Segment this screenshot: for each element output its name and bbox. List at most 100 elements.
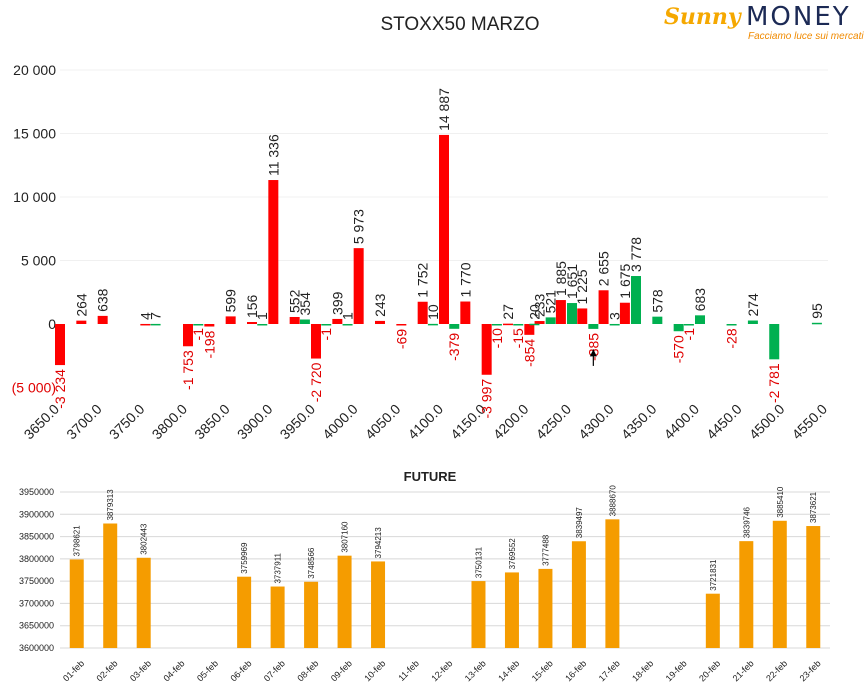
bar-green: [257, 323, 268, 326]
future-bar: [705, 593, 720, 648]
future-bar: [337, 555, 352, 648]
data-label: 3: [607, 312, 623, 320]
bar-green: [491, 324, 502, 326]
bar-red: [481, 324, 492, 375]
data-label: 1: [340, 312, 356, 320]
bar-green: [545, 317, 556, 324]
data-label: 20: [526, 304, 542, 320]
bar-green: [567, 303, 577, 324]
x-tick-label: 22-feb: [764, 658, 789, 683]
bar-green: [529, 323, 540, 326]
data-label: 2 655: [596, 251, 612, 286]
y-tick-label: 3700000: [19, 598, 54, 608]
data-label: -10: [489, 328, 505, 348]
future-chart-title: FUTURE: [404, 469, 457, 484]
bar-red: [439, 134, 449, 324]
data-label: 3873621: [809, 491, 818, 523]
bar-red: [598, 290, 609, 324]
logo-sunny-text: Sunny: [664, 4, 741, 30]
data-label: -3 234: [52, 369, 68, 409]
x-tick-label: 12-feb: [429, 658, 454, 683]
bar-green: [513, 324, 524, 326]
data-label: 264: [73, 293, 89, 317]
data-label: 1: [254, 312, 270, 320]
data-label: 14 887: [436, 88, 452, 131]
data-label: 354: [297, 292, 313, 316]
bar-red: [375, 320, 385, 324]
data-label: -15: [510, 328, 526, 348]
data-label: 638: [95, 288, 111, 312]
bar-red: [140, 323, 151, 326]
data-label: 521: [543, 290, 559, 314]
data-label: 599: [223, 289, 239, 313]
x-tick-label: 07-feb: [262, 658, 287, 683]
future-bar: [571, 541, 586, 648]
y-tick-label: 5 000: [21, 253, 56, 269]
data-label: -1: [190, 328, 206, 341]
x-tick-label: 17-feb: [597, 658, 622, 683]
bar-green: [321, 324, 332, 326]
x-tick-label: 13-feb: [463, 658, 488, 683]
x-tick-label: 08-feb: [295, 658, 320, 683]
bar-red: [524, 324, 535, 335]
x-tick-label: 03-feb: [128, 658, 153, 683]
data-label: 3777488: [541, 534, 550, 566]
future-bar: [103, 523, 118, 648]
data-label: -1: [318, 328, 334, 341]
data-label: -69: [393, 329, 409, 349]
future-bar: [772, 520, 787, 648]
y-tick-label: 3950000: [19, 487, 54, 497]
future-bar: [270, 586, 285, 648]
data-label: 3807160: [341, 521, 350, 553]
x-tick-label: 10-feb: [362, 658, 387, 683]
y-tick-label: 3600000: [19, 643, 54, 653]
y-tick-label: 10 000: [13, 189, 56, 205]
y-tick-label: 3850000: [19, 532, 54, 542]
data-label: 578: [649, 289, 665, 313]
data-label: 3721831: [709, 559, 718, 591]
x-tick-label: 11-feb: [396, 658, 421, 683]
bar-red: [396, 324, 407, 326]
bar-red: [76, 320, 87, 324]
x-tick-label: 09-feb: [329, 658, 354, 683]
future-bar: [504, 572, 519, 648]
data-label: 399: [329, 291, 345, 315]
data-label: 3885410: [776, 486, 785, 518]
future-bar: [237, 576, 252, 648]
data-label: 1 752: [415, 263, 431, 298]
logo-money-text: MONEY: [746, 2, 851, 32]
bar-green: [588, 324, 599, 329]
data-label: 7: [148, 312, 164, 320]
data-label: 3798621: [73, 525, 82, 557]
data-label: 3 778: [628, 237, 644, 272]
future-bar: [471, 581, 486, 648]
bar-green: [811, 322, 822, 325]
data-label: 683: [692, 288, 708, 312]
bar-red: [417, 301, 428, 324]
bar-green: [652, 316, 663, 324]
data-label: 156: [244, 294, 260, 318]
logo-tagline: Facciamo luce sui mercati: [748, 31, 864, 42]
bar-green: [193, 324, 204, 326]
future-bar: [136, 557, 151, 648]
x-tick-label: 20-feb: [697, 658, 722, 683]
data-label: 95: [809, 303, 825, 319]
future-bar: [371, 561, 386, 648]
bar-green: [631, 276, 641, 324]
data-label: -379: [446, 333, 462, 361]
data-label: -3 997: [479, 379, 495, 419]
data-label: 1 225: [574, 269, 590, 304]
x-tick-label: 06-feb: [228, 658, 253, 683]
data-label: 243: [372, 293, 388, 317]
bar-red: [55, 324, 65, 366]
bar-red: [311, 324, 321, 359]
bar-green: [427, 323, 438, 326]
y-tick-label: 3900000: [19, 509, 54, 519]
bar-green: [695, 315, 705, 324]
data-label: 3802443: [140, 523, 149, 555]
data-label: 1 651: [564, 264, 580, 299]
data-label: -570: [671, 335, 687, 363]
data-label: -385: [585, 333, 601, 361]
data-label: 3750131: [474, 546, 483, 578]
